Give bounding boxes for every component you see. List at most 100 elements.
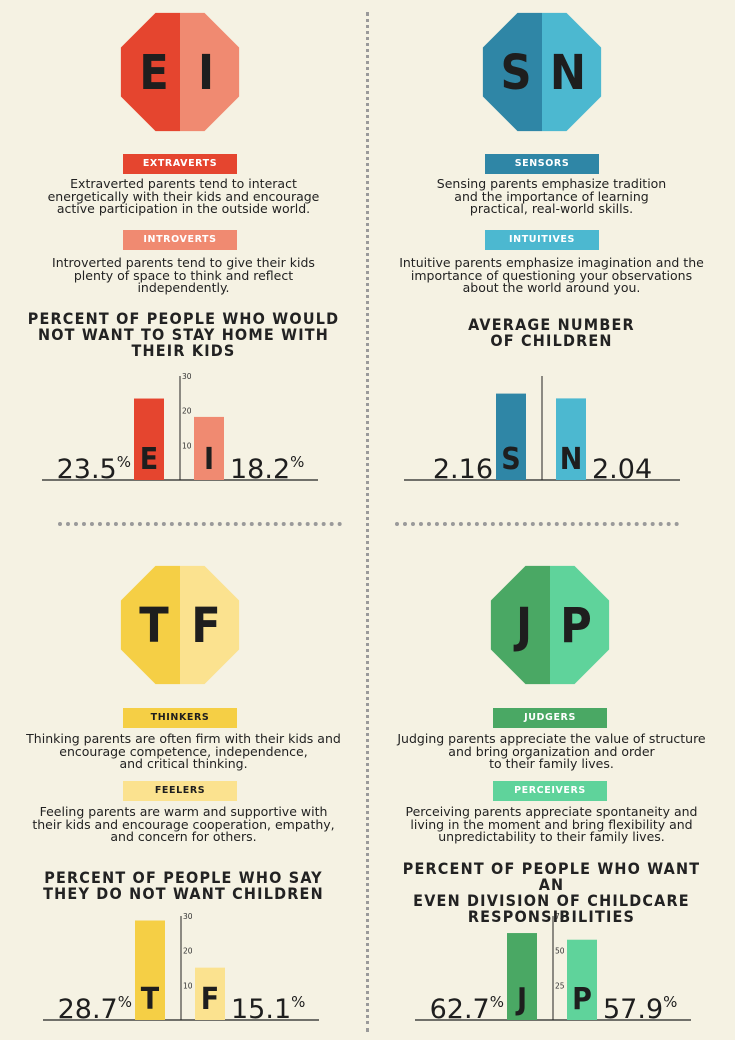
bar-chart: 25 50 75 J 62.7% P 57.9% <box>415 912 691 1025</box>
value-label-n: 2.04 <box>592 454 652 485</box>
chart-title: PERCENT OF PEOPLE WHO WOULD NOT WANT TO S… <box>20 311 347 359</box>
tick-label: 20 <box>183 947 193 956</box>
tick-label: 50 <box>555 947 565 956</box>
value-label-p: 57.9% <box>603 993 677 1025</box>
bar-n <box>556 398 586 480</box>
description-line: Introverted parents tend to give their k… <box>52 255 315 270</box>
pill-introverts: INTROVERTS <box>123 230 237 250</box>
badge-letter-p: P <box>560 598 592 654</box>
tick-label: 75 <box>555 912 565 921</box>
horizontal-divider-left <box>58 522 342 526</box>
tick-label: 30 <box>183 912 193 921</box>
badge-left-half <box>120 12 180 132</box>
bar-letter-s: S <box>501 442 520 477</box>
chart-title: PERCENT OF PEOPLE WHO WANT AN EVEN DIVISI… <box>388 861 715 925</box>
badge-right-half <box>542 12 602 132</box>
bar-letter-e: E <box>140 442 158 477</box>
value-label-f: 15.1% <box>231 993 305 1025</box>
pill-perceivers: PERCEIVERS <box>493 781 607 801</box>
chart-title: AVERAGE NUMBER OF CHILDREN <box>388 317 715 349</box>
badge-left-half <box>482 12 542 132</box>
pill-judgers: JUDGERS <box>493 708 607 728</box>
description-line: Feeling parents are warm and supportive … <box>39 804 328 819</box>
description-line: living in the moment and bring flexibili… <box>410 816 693 832</box>
bar-s <box>496 393 526 480</box>
description-line: Judging parents appreciate the value of … <box>397 731 706 746</box>
description-line: Perceiving parents appreciate spontaneit… <box>405 804 698 819</box>
quadrant-jp: J P JUDGERS Judging parents appreciate the … <box>368 519 735 1037</box>
description-line: active participation in the outside worl… <box>56 201 311 216</box>
quadrant-ei: E I EXTRAVERTS Extraverted parents tend to … <box>0 0 367 518</box>
pill-extraverts: EXTRAVERTS <box>123 154 237 174</box>
bar-i <box>194 416 224 480</box>
description-line: unpredictability to their family lives. <box>438 829 665 844</box>
chart-title-line: RESPONSIBILITIES <box>467 907 636 926</box>
bar-letter-f: F <box>201 982 219 1017</box>
description-perceivers: Perceiving parents appreciate spontaneit… <box>388 804 715 844</box>
tick-label: 20 <box>182 407 192 416</box>
description-line: and the importance of learning <box>454 188 649 204</box>
description-intuitives: Intuitive parents emphasize imagination … <box>388 255 715 295</box>
badge-right-half <box>180 12 240 132</box>
description-line: practical, real-world skills. <box>469 201 634 216</box>
bar-letter-p: P <box>572 982 592 1017</box>
bar-chart: S 2.16 N 2.04 <box>404 376 680 485</box>
description-line: to their family lives. <box>489 756 614 771</box>
description-line: Sensing parents emphasize tradition <box>436 176 667 191</box>
value-label-t: 28.7% <box>58 993 132 1025</box>
bar-f <box>195 967 225 1020</box>
description-line: energetically with their kids and encour… <box>47 188 320 204</box>
pill-intuitives: INTUITIVES <box>485 230 599 250</box>
quadrant-sn: S N SENSORS Sensing parents emphasize tradi… <box>368 0 735 518</box>
badge-letter-n: N <box>550 45 586 101</box>
description-introverts: Introverted parents tend to give their k… <box>20 255 347 295</box>
value-label-j: 62.7% <box>430 993 504 1025</box>
pill-thinkers: THINKERS <box>123 708 237 728</box>
tick-label: 10 <box>183 981 193 990</box>
chart-title-line: THEIR KIDS <box>131 341 236 360</box>
description-line: importance of questioning your observati… <box>410 267 693 283</box>
chart-title-line: OF CHILDREN <box>490 331 613 350</box>
chart-title-line: PERCENT OF PEOPLE WHO WANT AN <box>402 859 701 894</box>
chart-title-line: PERCENT OF PEOPLE WHO SAY <box>44 868 323 887</box>
vertical-divider <box>366 12 369 1032</box>
badge-letter-f: F <box>191 598 221 654</box>
description-line: and concern for others. <box>110 829 257 844</box>
tick-label: 30 <box>182 372 192 381</box>
bar-chart: 10 20 30 T 28.7% F 15.1% <box>43 912 319 1025</box>
chart-title: PERCENT OF PEOPLE WHO SAY THEY DO NOT WAN… <box>20 870 347 902</box>
bar-letter-n: N <box>560 442 583 477</box>
pill-sensors: SENSORS <box>485 154 599 174</box>
value-label-e: 23.5% <box>57 453 131 485</box>
badge-right-half <box>180 565 240 685</box>
bar-letter-t: T <box>141 982 160 1017</box>
tick-label: 10 <box>182 441 192 450</box>
badge-left-half <box>120 565 180 685</box>
badge-left-half <box>490 565 550 685</box>
badge-letter-i: I <box>198 45 214 101</box>
description-extraverts: Extraverted parents tend to interact ener… <box>20 177 347 216</box>
description-line: about the world around you. <box>462 280 641 295</box>
badge-letter-t: T <box>139 598 169 654</box>
bar-chart: 10 20 30 E 23.5% I 18.2% <box>42 372 318 485</box>
quadrant-tf: T F THINKERS Thinking parents are often fir… <box>0 519 367 1037</box>
bar-t <box>135 920 165 1020</box>
description-line: plenty of space to think and reflect <box>73 267 294 283</box>
bar-letter-i: I <box>204 442 214 477</box>
bar-j <box>507 933 537 1020</box>
value-label-s: 2.16 <box>433 454 493 485</box>
tick-label: 25 <box>555 981 565 990</box>
description-line: independently. <box>137 280 230 295</box>
description-line: and bring organization and order <box>448 743 655 759</box>
chart-title-line: THEY DO NOT WANT CHILDREN <box>43 884 324 903</box>
description-sensors: Sensing parents emphasize tradition and t… <box>388 176 715 216</box>
badge-letter-s: S <box>500 45 531 101</box>
horizontal-divider-right <box>395 522 679 526</box>
chart-title-line: EVEN DIVISION OF CHILDCARE <box>413 891 690 910</box>
badge-letter-e: E <box>139 45 169 101</box>
description-line: Intuitive parents emphasize imagination … <box>399 255 704 270</box>
